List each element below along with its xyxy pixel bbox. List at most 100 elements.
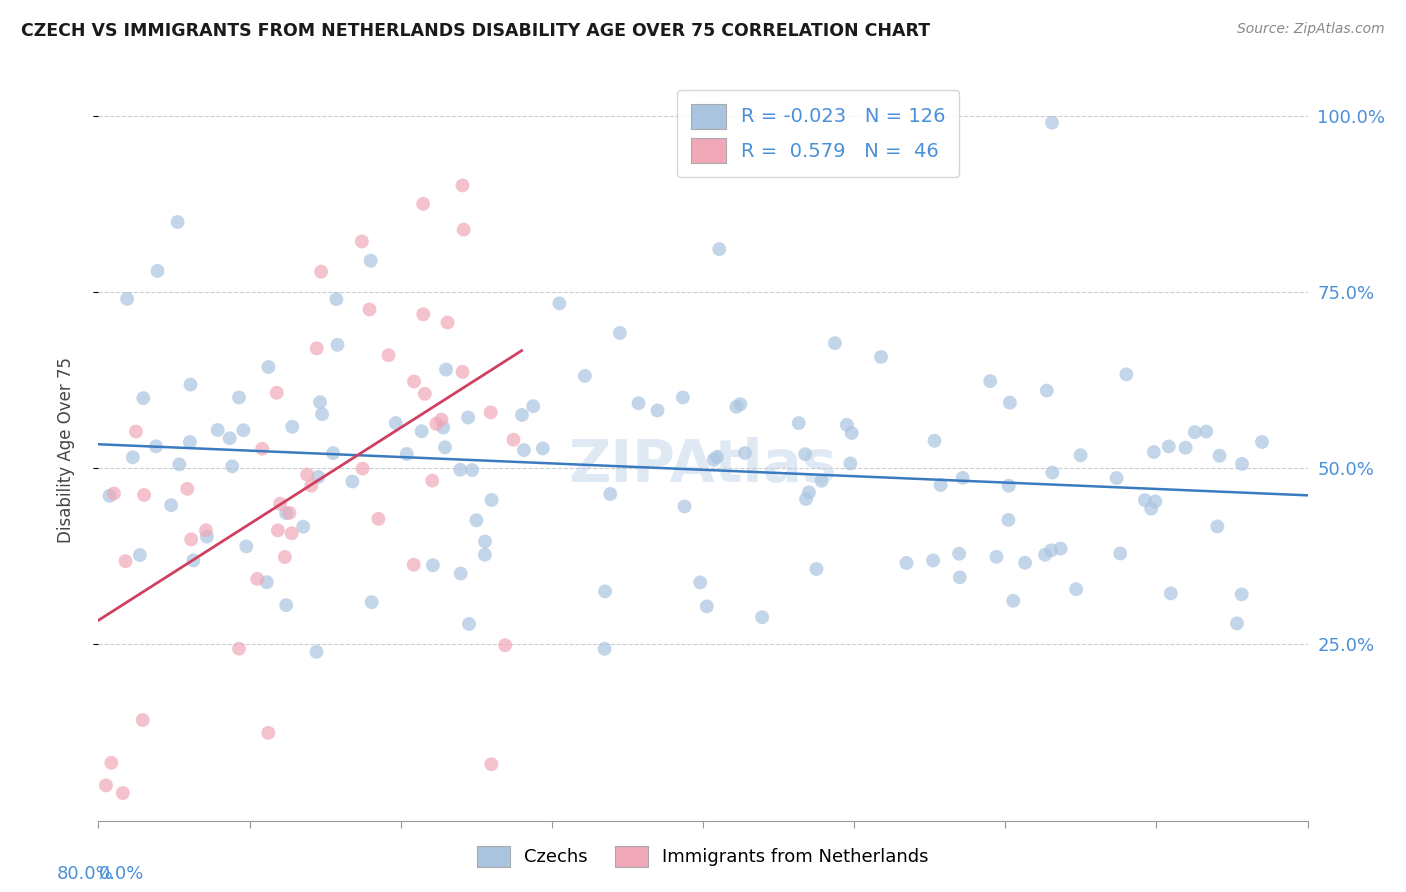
Point [115, 292, 138, 306]
Point [1014, 556, 1036, 570]
Point [870, 350, 893, 364]
Point [1208, 449, 1230, 463]
Point [432, 420, 454, 434]
Point [121, 450, 143, 465]
Point [322, 446, 344, 460]
Point [1036, 384, 1059, 398]
Point [430, 412, 453, 426]
Point [325, 292, 347, 306]
Text: CZECH VS IMMIGRANTS FROM NETHERLANDS DISABILITY AGE OVER 75 CORRELATION CHART: CZECH VS IMMIGRANTS FROM NETHERLANDS DIS… [21, 22, 931, 40]
Point [1040, 115, 1063, 129]
Point [257, 726, 280, 740]
Point [256, 575, 278, 590]
Point [531, 442, 554, 456]
Point [228, 391, 250, 405]
Point [461, 463, 484, 477]
Point [1140, 501, 1163, 516]
Text: Source: ZipAtlas.com: Source: ZipAtlas.com [1237, 22, 1385, 37]
Point [474, 534, 496, 549]
Point [479, 405, 502, 419]
Point [896, 556, 918, 570]
Point [359, 302, 381, 317]
Point [948, 547, 970, 561]
Point [841, 425, 863, 440]
Point [145, 439, 167, 453]
Point [218, 431, 240, 445]
Point [422, 558, 444, 573]
Point [1206, 519, 1229, 533]
Text: ZIPAtlas: ZIPAtlas [568, 437, 838, 494]
Point [510, 408, 533, 422]
Point [922, 553, 945, 567]
Point [305, 342, 328, 356]
Point [1033, 548, 1056, 562]
Point [706, 450, 728, 464]
Point [513, 443, 536, 458]
Point [267, 524, 290, 538]
Point [465, 513, 488, 527]
Point [997, 479, 1019, 493]
Point [502, 433, 524, 447]
Point [810, 474, 832, 488]
Point [305, 645, 328, 659]
Point [280, 526, 302, 541]
Point [979, 374, 1001, 388]
Point [599, 487, 621, 501]
Point [402, 375, 425, 389]
Point [413, 387, 436, 401]
Point [647, 403, 669, 417]
Point [276, 598, 298, 612]
Point [1157, 440, 1180, 454]
Point [307, 470, 329, 484]
Point [1144, 494, 1167, 508]
Point [593, 584, 616, 599]
Point [257, 359, 280, 374]
Point [132, 488, 155, 502]
Point [574, 368, 596, 383]
Point [1049, 541, 1071, 556]
Point [395, 447, 418, 461]
Point [481, 492, 503, 507]
Point [180, 533, 202, 547]
Point [474, 548, 496, 562]
Point [420, 474, 443, 488]
Point [350, 235, 373, 249]
Point [703, 452, 725, 467]
Point [128, 548, 150, 562]
Point [548, 296, 571, 310]
Point [696, 599, 718, 614]
Point [453, 222, 475, 236]
Point [166, 215, 188, 229]
Point [146, 264, 169, 278]
Point [725, 400, 748, 414]
Point [986, 549, 1008, 564]
Point [94, 778, 117, 792]
Point [278, 506, 301, 520]
Point [434, 362, 457, 376]
Legend: Czechs, Immigrants from Netherlands: Czechs, Immigrants from Netherlands [470, 838, 936, 874]
Point [232, 423, 254, 437]
Text: 0.0%: 0.0% [98, 865, 143, 883]
Point [481, 757, 503, 772]
Point [352, 461, 374, 475]
Point [103, 486, 125, 500]
Point [1230, 457, 1253, 471]
Point [494, 638, 516, 652]
Point [1174, 441, 1197, 455]
Point [179, 435, 201, 450]
Point [207, 423, 229, 437]
Point [835, 417, 858, 432]
Point [730, 397, 752, 411]
Point [1105, 471, 1128, 485]
Point [734, 446, 756, 460]
Point [433, 440, 456, 454]
Point [1109, 546, 1132, 560]
Point [436, 316, 458, 330]
Point [997, 513, 1019, 527]
Point [787, 416, 810, 430]
Point [797, 485, 820, 500]
Point [299, 478, 322, 492]
Point [228, 641, 250, 656]
Point [1115, 368, 1137, 382]
Point [221, 459, 243, 474]
